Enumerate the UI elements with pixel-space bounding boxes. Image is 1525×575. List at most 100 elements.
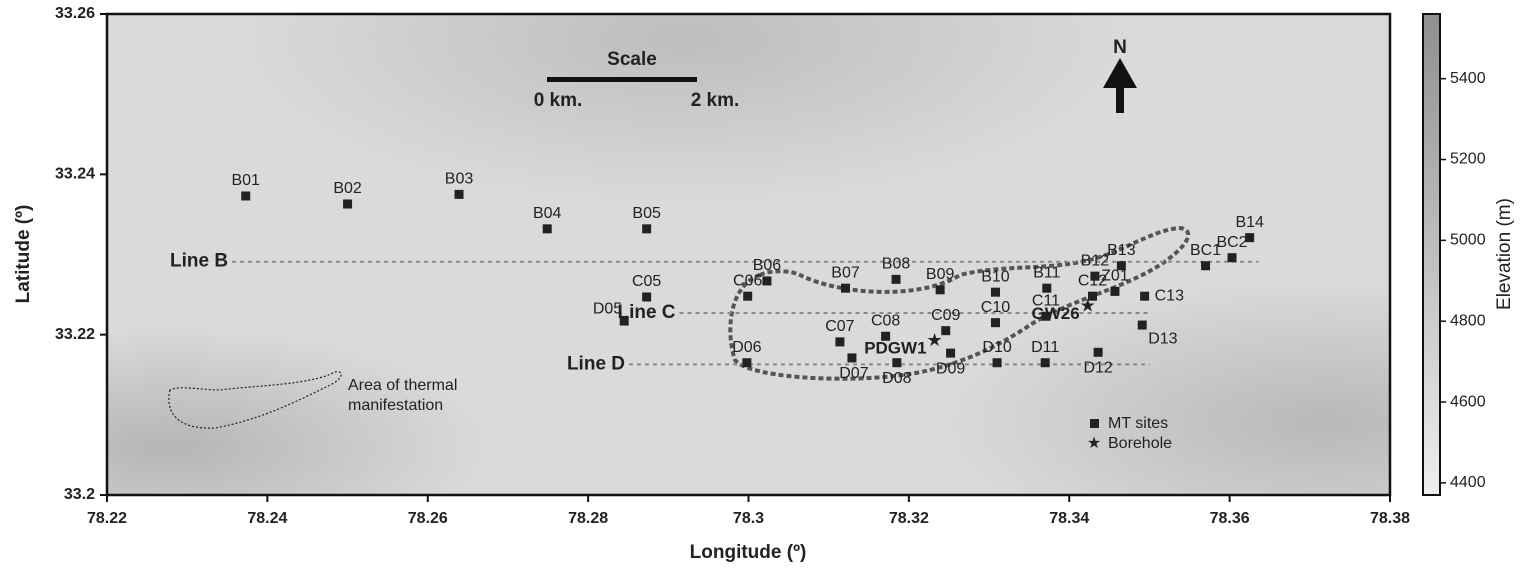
- x-tick-label: 78.36: [1210, 510, 1250, 527]
- borehole-label: GW26: [1032, 304, 1080, 323]
- scale-title: Scale: [607, 49, 657, 70]
- mt-site: [642, 224, 651, 233]
- mt-site: [1245, 233, 1254, 242]
- profile-label: Line D: [567, 353, 625, 374]
- mt-site: [742, 358, 751, 367]
- site-label: BC2: [1216, 234, 1247, 251]
- colorbar-tick-label: 5000: [1450, 232, 1486, 249]
- legend-borehole-symbol: ★: [1087, 435, 1101, 452]
- mt-site: [620, 317, 629, 326]
- mt-site: [841, 284, 850, 293]
- site-label: B01: [231, 172, 260, 189]
- colorbar-tick-label: 5400: [1450, 70, 1486, 87]
- site-label: D11: [1031, 339, 1059, 356]
- site-label: B08: [882, 256, 911, 273]
- mt-site: [455, 190, 464, 199]
- mt-site: [1041, 358, 1050, 367]
- mt-site: [1228, 253, 1237, 262]
- mt-site: [1201, 261, 1210, 270]
- mt-site: [642, 292, 651, 301]
- x-tick-label: 78.24: [247, 510, 287, 527]
- borehole: ★: [926, 330, 942, 350]
- site-label: C09: [931, 307, 960, 324]
- mt-site: [991, 288, 1000, 297]
- site-label: B14: [1235, 214, 1264, 231]
- legend-label: Borehole: [1108, 435, 1172, 452]
- site-label: C10: [981, 299, 1010, 316]
- x-tick-label: 78.3: [733, 510, 764, 527]
- x-tick-label: 78.26: [408, 510, 448, 527]
- site-label: B11: [1033, 264, 1060, 281]
- mt-site: [892, 358, 901, 367]
- scale-end: 2 km.: [691, 90, 740, 111]
- mt-site: [946, 349, 955, 358]
- colorbar-tick-label: 4600: [1450, 393, 1486, 410]
- x-tick-label: 78.32: [889, 510, 929, 527]
- colorbar-tick-label: 4800: [1450, 312, 1486, 329]
- y-axis-label: Latitude (º): [13, 205, 34, 304]
- colorbar: [1423, 14, 1440, 495]
- y-tick-label: 33.2: [64, 486, 95, 503]
- map-figure: Scale 0 km. 2 km. N Area of thermal mani…: [0, 0, 1525, 570]
- site-label: D07: [839, 365, 868, 382]
- legend-label: MT sites: [1108, 415, 1168, 432]
- site-label: D09: [936, 360, 965, 377]
- mt-site: [343, 199, 352, 208]
- mt-site: [1138, 321, 1147, 330]
- annotation-line: manifestation: [348, 397, 443, 414]
- scale-bar-line: [547, 77, 697, 82]
- site-label: B04: [533, 205, 562, 222]
- profile-label: Line B: [170, 251, 228, 272]
- mt-site: [241, 191, 250, 200]
- site-label: C08: [871, 312, 900, 329]
- mt-site: [993, 358, 1002, 367]
- site-label: C13: [1155, 287, 1184, 304]
- site-label: C05: [632, 273, 661, 290]
- x-axis-label: Longitude (º): [690, 542, 807, 563]
- site-label: D12: [1083, 360, 1112, 377]
- mt-site: [835, 337, 844, 346]
- north-label: N: [1113, 37, 1127, 58]
- y-tick-label: 33.26: [55, 5, 95, 22]
- site-label: B07: [831, 264, 860, 281]
- mt-site: [892, 275, 901, 284]
- site-label: Z01: [1101, 268, 1129, 285]
- mt-site: [1140, 292, 1149, 301]
- site-label: B05: [632, 205, 661, 222]
- x-tick-label: 78.28: [568, 510, 608, 527]
- site-label: B10: [981, 268, 1010, 285]
- scale-start: 0 km.: [534, 90, 583, 111]
- site-label: D06: [732, 339, 761, 356]
- site-label: D08: [882, 370, 911, 387]
- legend-site-symbol: [1090, 419, 1099, 428]
- x-tick-label: 78.38: [1370, 510, 1410, 527]
- y-tick-label: 33.22: [55, 326, 95, 343]
- mt-site: [941, 326, 950, 335]
- mt-site: [743, 292, 752, 301]
- mt-site: [1042, 284, 1051, 293]
- site-label: D05: [593, 300, 622, 317]
- site-label: C06: [733, 272, 762, 289]
- mt-site: [1094, 348, 1103, 357]
- annotation-line: Area of thermal: [348, 377, 457, 394]
- site-label: B09: [926, 266, 955, 283]
- mt-site: [847, 353, 856, 362]
- mt-site: [936, 285, 945, 294]
- mt-site: [991, 318, 1000, 327]
- x-tick-label: 78.34: [1049, 510, 1089, 527]
- borehole-label: PDGW1: [864, 339, 926, 358]
- borehole: ★: [1080, 295, 1096, 315]
- colorbar-tick-label: 4400: [1450, 474, 1486, 491]
- site-label: D13: [1148, 330, 1177, 347]
- colorbar-tick-label: 5200: [1450, 151, 1486, 168]
- mt-site: [543, 224, 552, 233]
- site-label: B13: [1107, 242, 1136, 259]
- y-tick-label: 33.24: [55, 166, 95, 183]
- site-label: C07: [825, 318, 854, 335]
- mt-site: [1110, 287, 1119, 296]
- site-label: B02: [333, 180, 362, 197]
- x-tick-label: 78.22: [87, 510, 127, 527]
- mt-site: [762, 276, 771, 285]
- colorbar-label: Elevation (m): [1494, 198, 1515, 310]
- site-label: B03: [445, 171, 474, 188]
